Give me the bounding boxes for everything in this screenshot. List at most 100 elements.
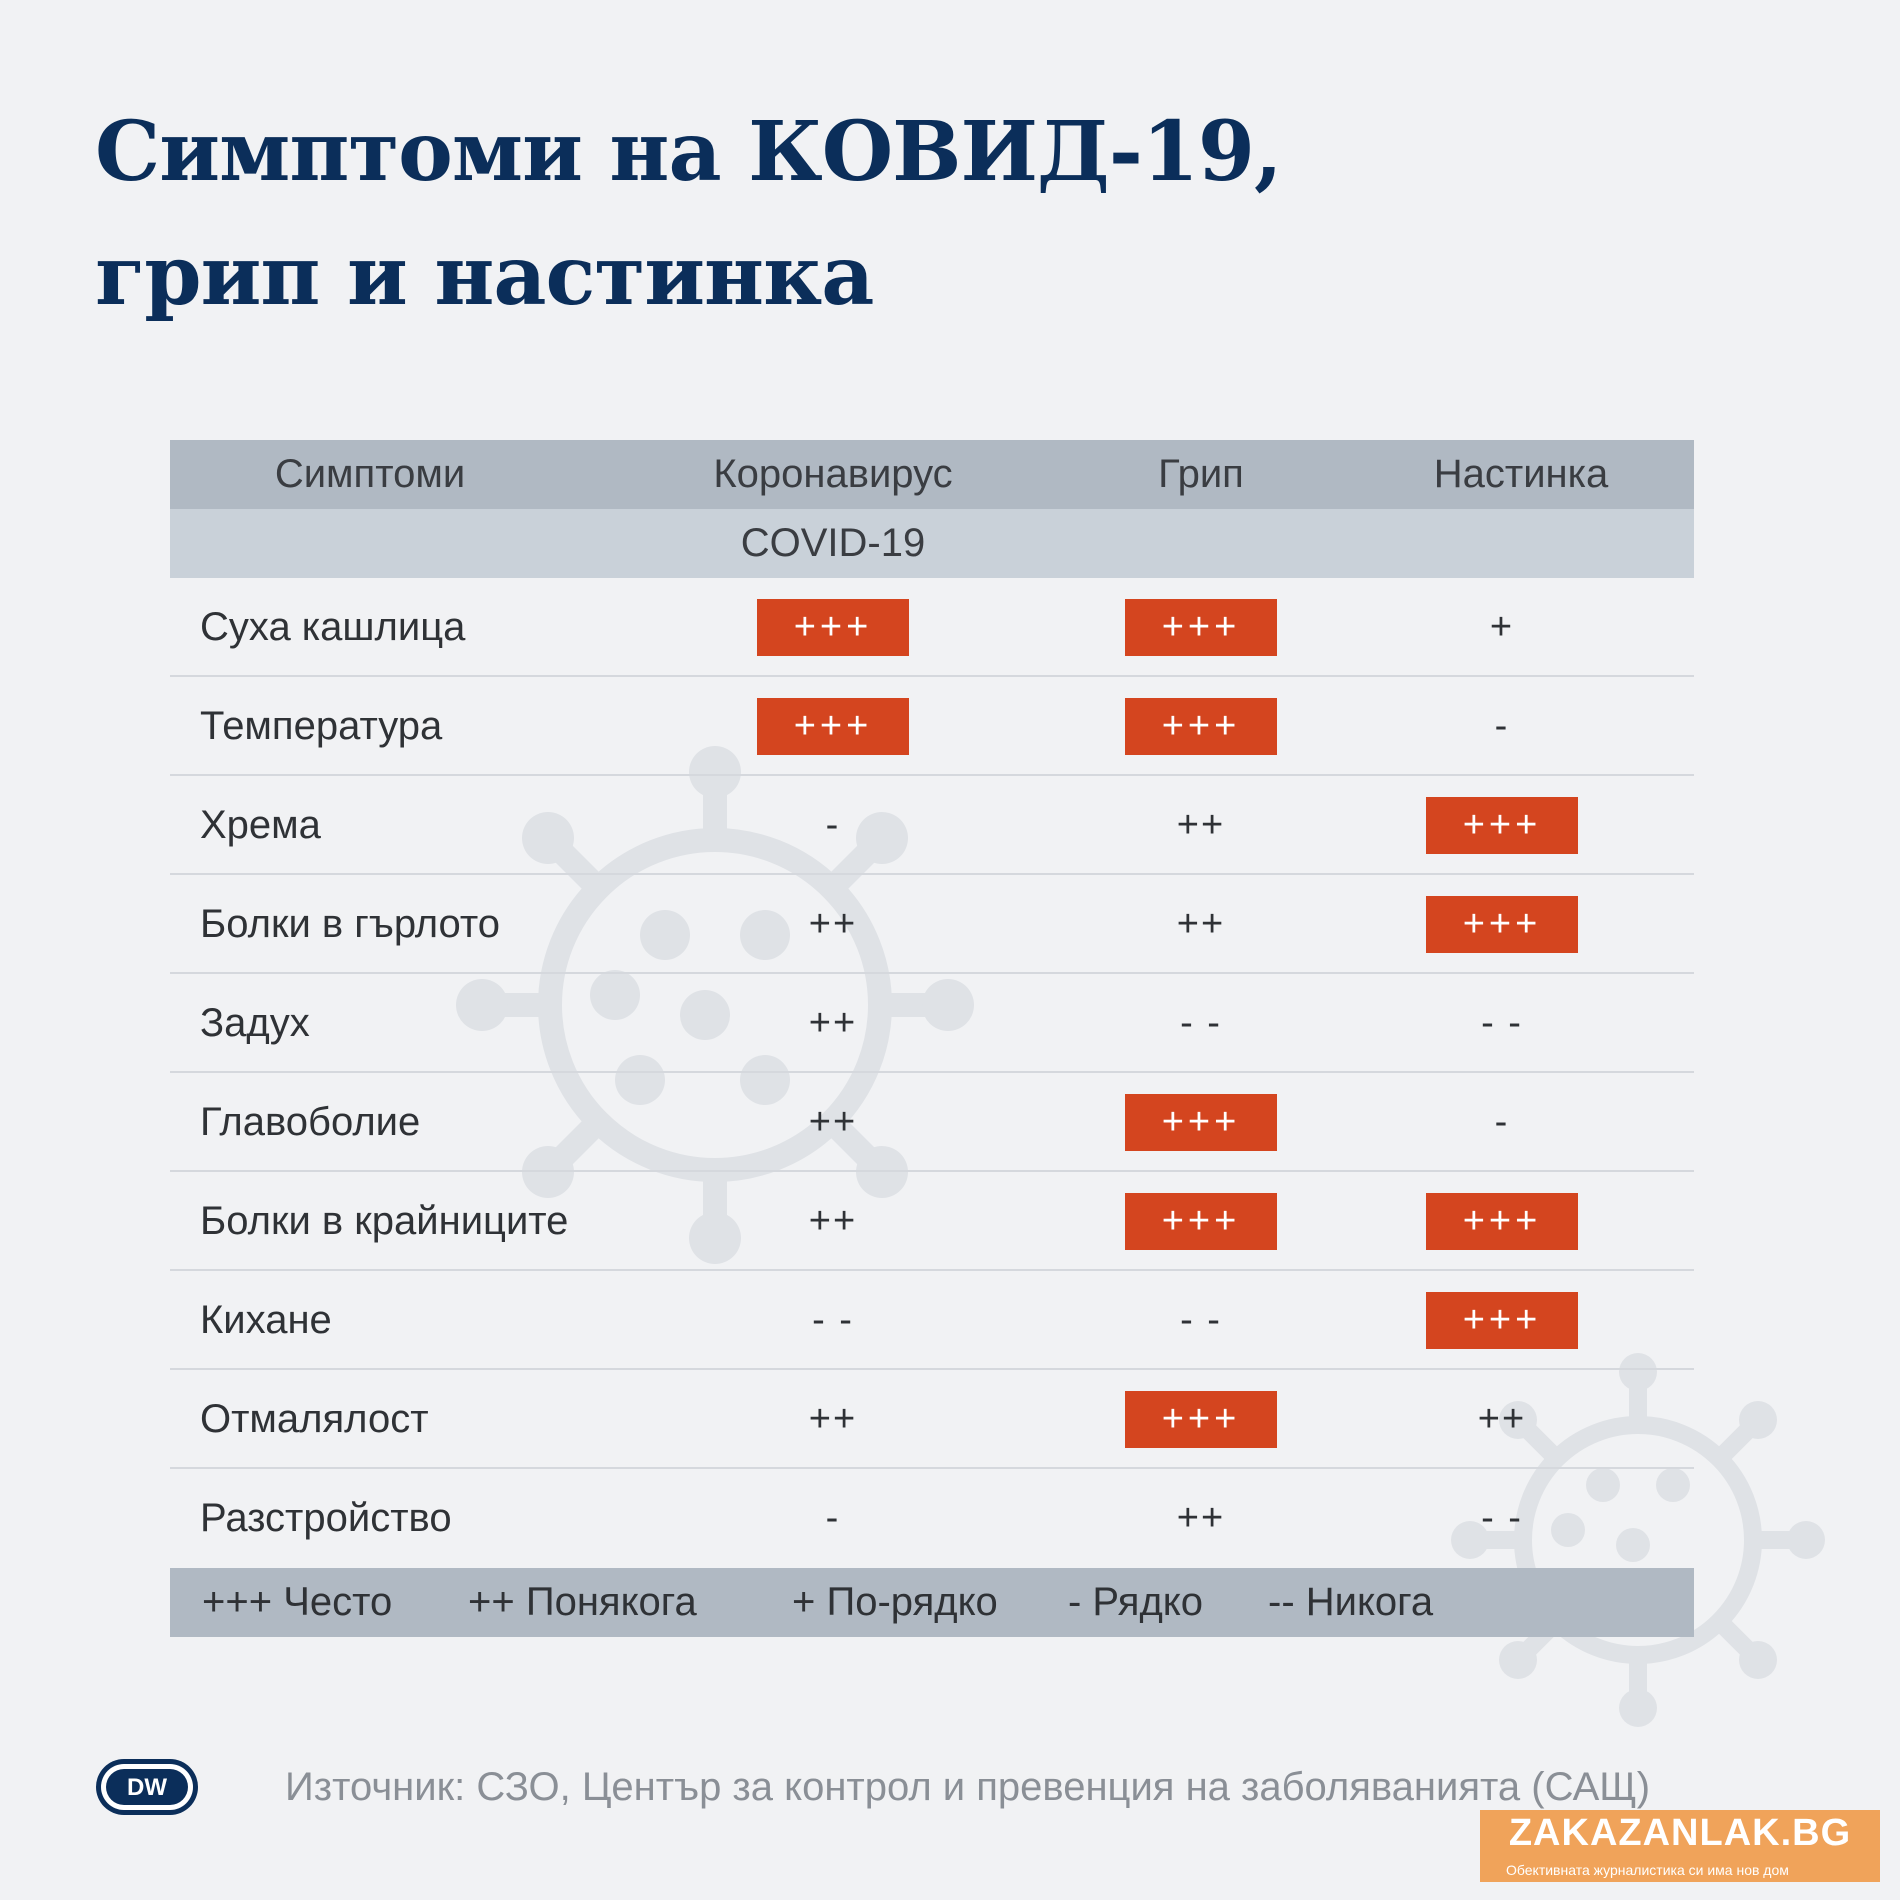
cell-covid: ++ (702, 875, 964, 974)
rating-value: ++ (1176, 1497, 1226, 1539)
cell-flu: +++ (1070, 677, 1332, 776)
cell-covid: - - (702, 1271, 964, 1370)
cell-cold: ++ (1371, 1370, 1633, 1469)
rating-value: ++ (808, 1002, 858, 1044)
symptoms-table: Симптоми Коронавирус Грип Настинка COVID… (170, 440, 1694, 1637)
table-row: Главоболие ++ +++ - (170, 1073, 1694, 1172)
rating-badge-high: +++ (1125, 1193, 1277, 1250)
symptom-label: Температура (200, 704, 443, 748)
cell-covid: - (702, 1469, 964, 1568)
table-row: Суха кашлица +++ +++ + (170, 578, 1694, 677)
cell-covid: +++ (702, 677, 964, 776)
symptom-label: Болки в гърлото (200, 902, 501, 946)
dw-logo-icon: DW (96, 1759, 198, 1815)
rating-value: - (1494, 705, 1510, 747)
table-row: Болки в крайниците ++ +++ +++ (170, 1172, 1694, 1271)
cell-flu: - - (1070, 974, 1332, 1073)
table-subheader: COVID-19 (170, 509, 1694, 578)
title-line-1: Симптоми на КОВИД-19, (95, 104, 1283, 200)
cell-cold: +++ (1371, 875, 1633, 974)
table-row: Хрема - ++ +++ (170, 776, 1694, 875)
rating-value: ++ (1176, 804, 1226, 846)
brand-banner: ZAKAZANLAK.BG Обективната журналистика с… (1480, 1810, 1880, 1882)
rating-value: ++ (1176, 903, 1226, 945)
virus-icon (1451, 1353, 1825, 1727)
symptom-label: Главоболие (200, 1100, 421, 1144)
brand-name: ZAKAZANLAK.BG (1508, 1812, 1852, 1854)
rating-value: - (1494, 1101, 1510, 1143)
rating-value: - - (1481, 1002, 1523, 1044)
legend-often: +++ Често (202, 1580, 393, 1624)
table-row: Кихане - - - - +++ (170, 1271, 1694, 1370)
cell-flu: ++ (1070, 875, 1332, 974)
table-header: Симптоми Коронавирус Грип Настинка (170, 440, 1694, 509)
symptom-label: Разстройство (200, 1496, 452, 1540)
rating-badge-high: +++ (757, 698, 909, 755)
cell-covid: ++ (702, 974, 964, 1073)
rating-value: ++ (808, 1398, 858, 1440)
rating-value: - (825, 1497, 841, 1539)
cell-flu: ++ (1070, 1469, 1332, 1568)
symptom-label: Болки в крайниците (200, 1199, 569, 1243)
cell-cold: - (1371, 677, 1633, 776)
rating-value: ++ (1477, 1398, 1527, 1440)
cell-covid: ++ (702, 1172, 964, 1271)
symptom-label: Задух (200, 1001, 310, 1045)
cell-flu: +++ (1070, 1370, 1332, 1469)
cell-flu: +++ (1070, 1073, 1332, 1172)
source-text: Източник: СЗО, Център за контрол и преве… (285, 1765, 1651, 1809)
cell-covid: ++ (702, 1370, 964, 1469)
cell-flu: ++ (1070, 776, 1332, 875)
rating-badge-high: +++ (1426, 1193, 1578, 1250)
brand-tagline: Обективната журналистика си има нов дом (1506, 1862, 1789, 1878)
cell-cold: +++ (1371, 1172, 1633, 1271)
legend-sometimes: ++ Понякога (468, 1580, 697, 1624)
cell-cold: +++ (1371, 1271, 1633, 1370)
cell-cold: - - (1371, 974, 1633, 1073)
rating-badge-high: +++ (1426, 896, 1578, 953)
dw-logo-text: DW (127, 1774, 167, 1801)
rating-badge-high: +++ (1125, 698, 1277, 755)
cell-flu: - - (1070, 1271, 1332, 1370)
footer: DW Източник: СЗО, Център за контрол и пр… (95, 1758, 1795, 1838)
page-title: Симптоми на КОВИД-19, грип и настинка (95, 90, 1395, 338)
cell-covid: +++ (702, 578, 964, 677)
table-row: Температура +++ +++ - (170, 677, 1694, 776)
cell-covid: - (702, 776, 964, 875)
header-flu: Грип (1158, 452, 1244, 496)
header-coronavirus: Коронавирус (713, 452, 953, 496)
rating-value: - - (1180, 1002, 1222, 1044)
rating-value: - - (1180, 1299, 1222, 1341)
legend: +++ Често ++ Понякога + По-рядко - Рядко… (170, 1568, 1694, 1637)
cell-flu: +++ (1070, 578, 1332, 677)
header-symptoms: Симптоми (274, 452, 466, 496)
legend-less-often: + По-рядко (792, 1580, 998, 1624)
header-covid-19: COVID-19 (740, 521, 926, 565)
table-row: Разстройство - ++ - - (170, 1469, 1694, 1568)
header-cold: Настинка (1433, 452, 1609, 496)
cell-cold: +++ (1371, 776, 1633, 875)
rating-value: - (825, 804, 841, 846)
rating-badge-high: +++ (1125, 599, 1277, 656)
rating-badge-high: +++ (1125, 1094, 1277, 1151)
cell-covid: ++ (702, 1073, 964, 1172)
rating-value: - - (1481, 1497, 1523, 1539)
rating-value: ++ (808, 1200, 858, 1242)
table-row: Болки в гърлото ++ ++ +++ (170, 875, 1694, 974)
rating-badge-high: +++ (757, 599, 909, 656)
rating-value: ++ (808, 1101, 858, 1143)
symptom-label: Суха кашлица (200, 605, 466, 649)
table-row: Задух ++ - - - - (170, 974, 1694, 1073)
table-row: Отмалялост ++ +++ ++ (170, 1370, 1694, 1469)
rating-badge-high: +++ (1426, 1292, 1578, 1349)
rating-value: ++ (808, 903, 858, 945)
cell-cold: - - (1371, 1469, 1633, 1568)
cell-cold: + (1371, 578, 1633, 677)
rating-badge-high: +++ (1426, 797, 1578, 854)
legend-never: -- Никога (1268, 1580, 1434, 1624)
rating-badge-high: +++ (1125, 1391, 1277, 1448)
table-body: Суха кашлица +++ +++ + Температура +++ +++ - Хре… (170, 578, 1694, 1568)
symptom-label: Отмалялост (200, 1397, 429, 1441)
symptom-label: Кихане (200, 1298, 332, 1342)
rating-value: - - (812, 1299, 854, 1341)
